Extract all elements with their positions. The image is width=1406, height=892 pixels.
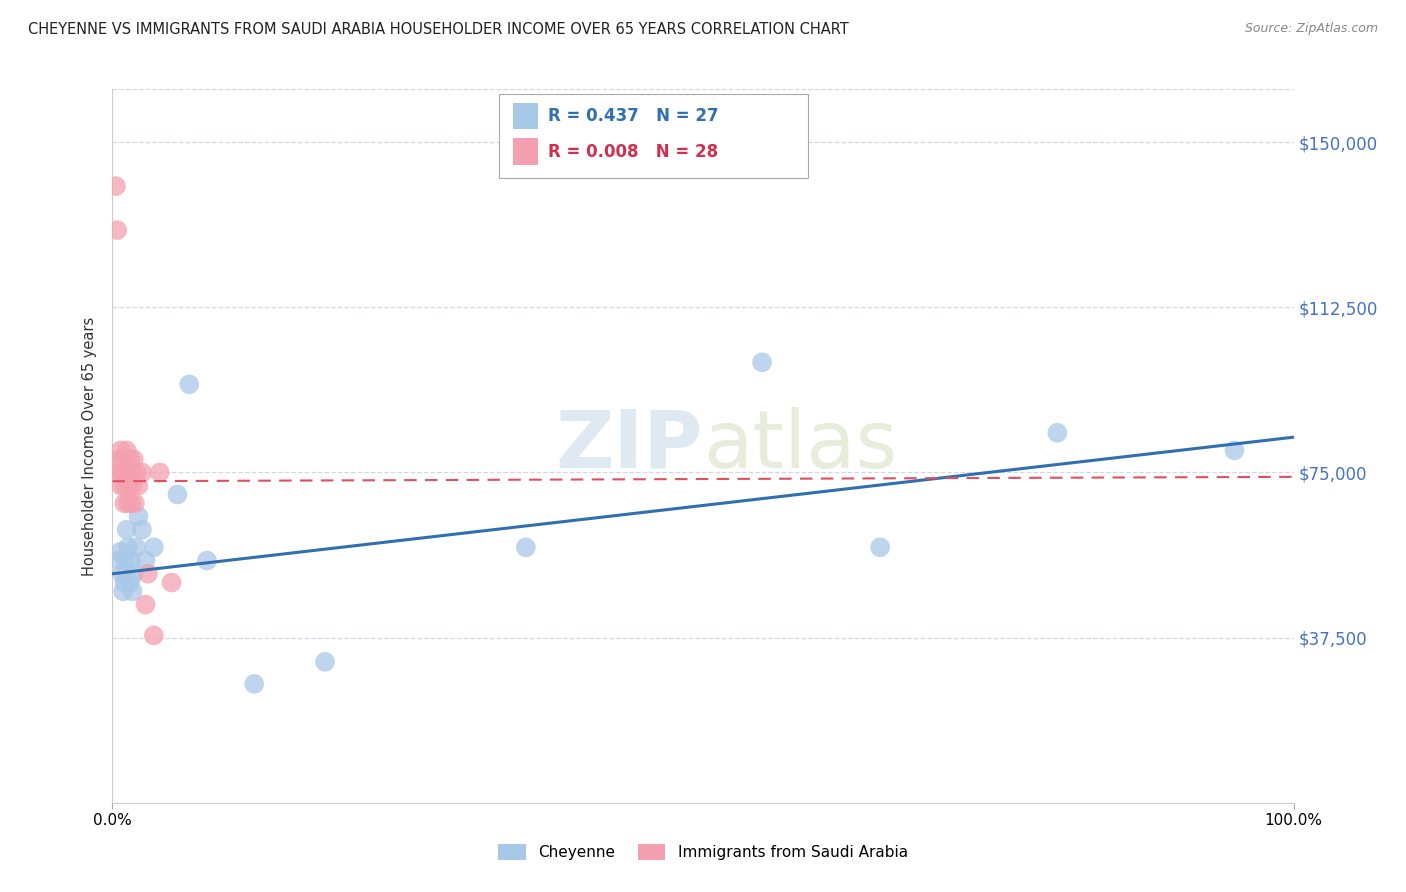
Point — [166, 487, 188, 501]
Point — [314, 655, 336, 669]
Point — [117, 496, 139, 510]
Point — [135, 598, 157, 612]
Point — [131, 466, 153, 480]
Text: R = 0.008   N = 28: R = 0.008 N = 28 — [548, 143, 718, 161]
Point — [121, 478, 143, 492]
Point — [121, 584, 143, 599]
Point — [179, 377, 201, 392]
Point — [120, 553, 142, 567]
Point — [131, 523, 153, 537]
Point — [195, 553, 218, 567]
Point — [118, 478, 141, 492]
Point — [105, 179, 128, 194]
Point — [869, 541, 891, 555]
Point — [112, 584, 135, 599]
Point — [122, 566, 145, 581]
Point — [751, 355, 773, 369]
Point — [115, 523, 138, 537]
Text: atlas: atlas — [703, 407, 897, 485]
Point — [142, 628, 165, 642]
Point — [125, 466, 148, 480]
Point — [515, 541, 537, 555]
Point — [1046, 425, 1069, 440]
Y-axis label: Householder Income Over 65 years: Householder Income Over 65 years — [82, 317, 97, 575]
Point — [149, 466, 172, 480]
Point — [122, 452, 145, 467]
Point — [120, 575, 142, 590]
Point — [111, 566, 134, 581]
Point — [107, 466, 129, 480]
Point — [112, 575, 135, 590]
Point — [120, 452, 142, 467]
Text: CHEYENNE VS IMMIGRANTS FROM SAUDI ARABIA HOUSEHOLDER INCOME OVER 65 YEARS CORREL: CHEYENNE VS IMMIGRANTS FROM SAUDI ARABIA… — [28, 22, 849, 37]
Text: R = 0.437   N = 27: R = 0.437 N = 27 — [548, 107, 718, 125]
Point — [243, 677, 266, 691]
Point — [117, 541, 139, 555]
Point — [120, 466, 142, 480]
Point — [124, 496, 146, 510]
Point — [136, 566, 159, 581]
Point — [115, 443, 138, 458]
Point — [120, 496, 142, 510]
Point — [108, 452, 131, 467]
Point — [112, 452, 135, 467]
Point — [110, 478, 132, 492]
Point — [110, 545, 132, 559]
Point — [160, 575, 183, 590]
Point — [125, 541, 148, 555]
Point — [127, 509, 149, 524]
Text: ZIP: ZIP — [555, 407, 703, 485]
Point — [112, 478, 135, 492]
Legend: Cheyenne, Immigrants from Saudi Arabia: Cheyenne, Immigrants from Saudi Arabia — [492, 838, 914, 866]
Point — [105, 223, 128, 237]
Point — [111, 466, 134, 480]
Point — [1223, 443, 1246, 458]
Point — [108, 553, 131, 567]
Point — [114, 466, 136, 480]
Text: Source: ZipAtlas.com: Source: ZipAtlas.com — [1244, 22, 1378, 36]
Point — [114, 553, 136, 567]
Point — [112, 496, 135, 510]
Point — [127, 478, 149, 492]
Point — [135, 553, 157, 567]
Point — [142, 541, 165, 555]
Point — [110, 443, 132, 458]
